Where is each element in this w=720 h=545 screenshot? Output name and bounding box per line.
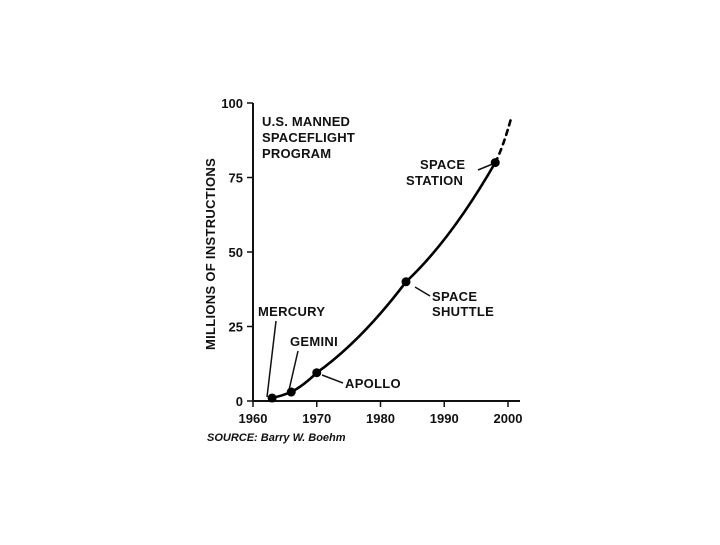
- leader-space-shuttle: [414, 286, 431, 297]
- y-tick-label: 0: [236, 394, 243, 409]
- data-point: [490, 158, 500, 168]
- annotation-space-station-line-1: SPACE: [420, 157, 465, 172]
- x-tick-label: 1960: [239, 411, 268, 426]
- annotation-mercury: MERCURY: [258, 304, 325, 319]
- x-tick-label: 2000: [494, 411, 523, 426]
- source-note: SOURCE: Barry W. Boehm: [207, 432, 346, 444]
- y-tick-label: 25: [229, 320, 243, 335]
- annotation-gemini: GEMINI: [290, 334, 338, 349]
- y-tick-label: 100: [221, 96, 243, 111]
- chart-title-line-1: U.S. MANNED: [262, 114, 350, 129]
- data-point: [267, 393, 277, 403]
- leader-apollo: [321, 374, 344, 384]
- y-axis-label: MILLIONS OF INSTRUCTIONS: [203, 158, 218, 350]
- axis-ticks: 0 25 50 75 100 1960 1970 1980 1990 2000: [221, 96, 522, 426]
- y-tick-label: 50: [229, 245, 243, 260]
- annotation-space-shuttle-line-2: SHUTTLE: [432, 304, 494, 319]
- projection-line: [493, 116, 513, 164]
- x-tick-label: 1990: [430, 411, 459, 426]
- data-point: [401, 277, 411, 287]
- annotation-space-shuttle-line-1: SPACE: [432, 289, 477, 304]
- leader-gemini: [288, 350, 299, 391]
- data-points: [267, 158, 500, 403]
- x-tick-label: 1970: [302, 411, 331, 426]
- data-point: [312, 368, 322, 378]
- leader-mercury: [266, 320, 277, 398]
- data-point: [286, 387, 296, 397]
- y-tick-label: 75: [229, 171, 243, 186]
- x-tick-label: 1980: [366, 411, 395, 426]
- growth-line: [270, 161, 497, 400]
- annotation-apollo: APOLLO: [345, 376, 401, 391]
- chart-title-line-2: SPACEFLIGHT: [262, 130, 355, 145]
- annotation-space-station-line-2: STATION: [406, 173, 463, 188]
- chart-title-line-3: PROGRAM: [262, 146, 331, 161]
